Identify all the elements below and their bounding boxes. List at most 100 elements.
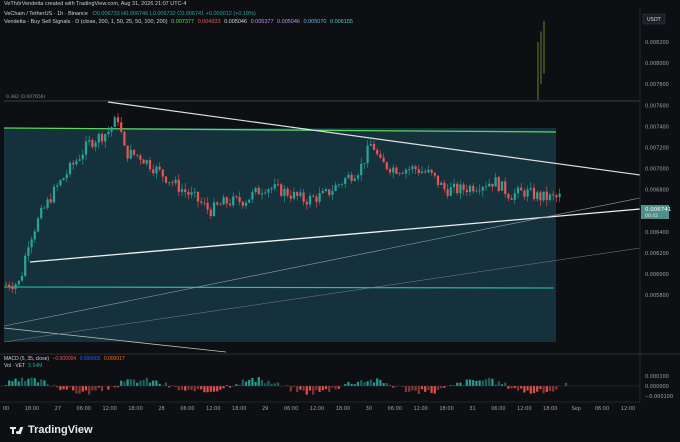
symbol-name[interactable]: VeChain / TetherUS · 1h · Binance bbox=[4, 11, 88, 17]
macd-bar bbox=[353, 384, 356, 386]
candle-body bbox=[356, 175, 360, 179]
macd-bar bbox=[235, 384, 238, 386]
macd-bar bbox=[292, 386, 296, 388]
candle-body bbox=[164, 176, 168, 183]
macd-bar bbox=[388, 384, 392, 386]
macd-bar bbox=[372, 382, 376, 386]
candle-body bbox=[376, 149, 379, 155]
macd-bar bbox=[148, 382, 152, 386]
indicator-name[interactable]: Vendetta - Buy Sell Signals · D (close, … bbox=[4, 19, 168, 25]
candle-body bbox=[513, 193, 516, 200]
macd-bar bbox=[344, 384, 347, 386]
time-tick-label: 06:00 bbox=[77, 406, 91, 412]
candle-body bbox=[203, 202, 206, 204]
indicator-value-5: 0.005046 bbox=[277, 19, 300, 25]
symbol-legend[interactable]: VeChain / TetherUS · 1h · Binance O0.006… bbox=[4, 11, 256, 17]
macd-bar bbox=[312, 386, 315, 395]
volume-legend[interactable]: Vol · VET 5.54M bbox=[4, 363, 42, 369]
time-tick-label: 00 bbox=[3, 406, 9, 412]
candle-body bbox=[388, 168, 392, 173]
chart-canvas[interactable]: 0.008200 0.008000 0.007800 0.007600 0.007400… bbox=[0, 0, 680, 418]
candle-body bbox=[449, 187, 452, 196]
candle-body bbox=[158, 166, 161, 170]
macd-bar bbox=[379, 379, 382, 386]
macd-bar bbox=[158, 383, 161, 386]
macd-legend[interactable]: MACD (5, 35, close) −0.000004 0.000005 0… bbox=[4, 356, 125, 362]
macd-bar bbox=[507, 386, 510, 389]
macd-bar bbox=[392, 386, 395, 388]
candle-body bbox=[545, 191, 548, 200]
price-axis[interactable]: 0.008200 0.008000 0.007800 0.007600 0.007400… bbox=[645, 40, 669, 299]
macd-label[interactable]: MACD (5, 35, close) bbox=[4, 356, 50, 362]
macd-bar bbox=[462, 385, 465, 386]
macd-bar bbox=[529, 386, 532, 394]
macd-bar bbox=[241, 379, 244, 386]
macd-bar bbox=[212, 386, 216, 392]
candle-body bbox=[14, 284, 17, 290]
indicator-legend[interactable]: Vendetta - Buy Sell Signals · D (close, … bbox=[4, 19, 353, 25]
macd-value-1: −0.000004 bbox=[52, 356, 77, 362]
macd-bar bbox=[161, 385, 164, 386]
candle-body bbox=[360, 163, 363, 176]
macd-bar bbox=[280, 386, 283, 387]
macd-bar bbox=[168, 386, 171, 388]
candle-body bbox=[283, 188, 286, 197]
macd-bar bbox=[481, 380, 484, 386]
volume-label[interactable]: Vol · VET bbox=[4, 363, 26, 369]
macd-bar bbox=[46, 384, 49, 386]
price-tick-label: 0.005800 bbox=[645, 293, 669, 299]
macd-bar bbox=[552, 386, 555, 392]
indicator-value-6: 0.005070 bbox=[303, 19, 327, 25]
candle-body bbox=[43, 207, 46, 209]
macd-bar bbox=[84, 386, 88, 391]
candle-body bbox=[88, 140, 91, 142]
candle-body bbox=[520, 187, 523, 191]
macd-bar bbox=[177, 386, 180, 391]
macd-bar bbox=[376, 378, 379, 386]
macd-bar bbox=[360, 380, 363, 386]
candle-body bbox=[536, 192, 539, 200]
macd-bar bbox=[260, 380, 264, 386]
candle-body bbox=[324, 189, 328, 191]
macd-bar bbox=[145, 377, 148, 386]
candle-body bbox=[187, 191, 190, 195]
currency-box[interactable] bbox=[642, 13, 666, 25]
candle-body bbox=[292, 191, 296, 199]
candle-body bbox=[312, 195, 315, 197]
macd-tick-label: −0.000100 bbox=[645, 394, 673, 400]
time-tick-label: 06:00 bbox=[388, 406, 402, 412]
time-axis[interactable]: 00 18:00 27 06:00 12:00 18:00 28 06:00 12:00 18:0… bbox=[3, 406, 635, 412]
candle-body bbox=[11, 287, 14, 290]
candle-body bbox=[75, 160, 78, 165]
macd-bar bbox=[40, 379, 43, 386]
candle-body bbox=[344, 178, 347, 184]
macd-bar bbox=[424, 386, 427, 392]
macd-tick-label: 0.000000 bbox=[645, 384, 669, 390]
macd-bar bbox=[33, 378, 36, 386]
candle-body bbox=[305, 201, 308, 205]
macd-bar bbox=[152, 380, 155, 386]
macd-bar bbox=[254, 381, 257, 386]
macd-bar bbox=[350, 383, 353, 386]
candle-body bbox=[196, 191, 200, 202]
candle-body bbox=[318, 193, 321, 202]
macd-bar bbox=[225, 385, 228, 386]
macd-bar bbox=[475, 380, 478, 386]
time-tick-label: 18:00 bbox=[336, 406, 350, 412]
macd-bar bbox=[116, 386, 120, 388]
macd-bar bbox=[488, 377, 491, 386]
candle-body bbox=[468, 185, 472, 193]
macd-bar bbox=[232, 386, 235, 387]
indicator-value-2: 0.004933 bbox=[197, 19, 221, 25]
macd-bar bbox=[369, 379, 372, 386]
candle-body bbox=[433, 172, 436, 176]
time-tick-label: 18:00 bbox=[543, 406, 557, 412]
macd-bar bbox=[308, 386, 312, 391]
candle-body bbox=[30, 239, 33, 248]
candle-body bbox=[184, 189, 187, 192]
time-tick-label: 18:00 bbox=[128, 406, 142, 412]
macd-bar bbox=[238, 384, 241, 386]
candle-body bbox=[372, 143, 376, 150]
macd-bar bbox=[219, 386, 222, 390]
tradingview-logo[interactable]: TradingView bbox=[10, 424, 93, 436]
